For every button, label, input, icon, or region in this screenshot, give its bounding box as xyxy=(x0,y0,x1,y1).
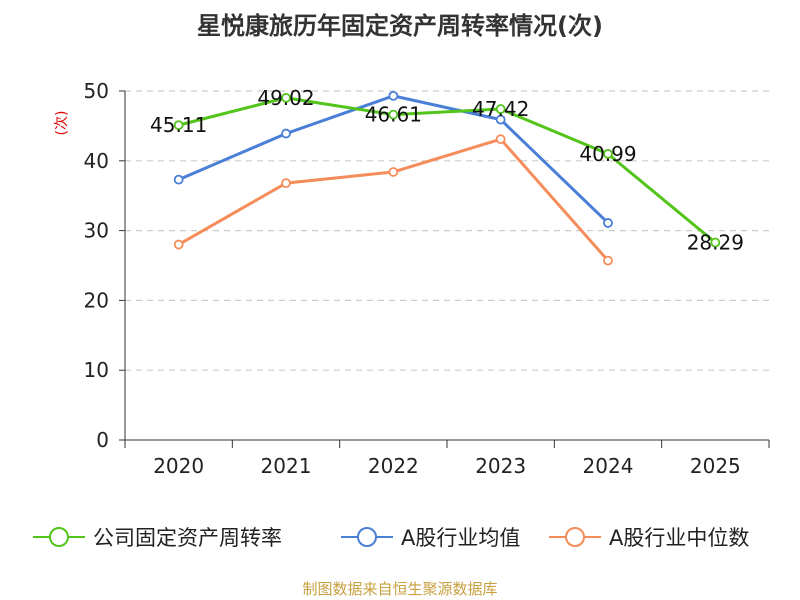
x-tick-label: 2022 xyxy=(368,454,419,478)
data-point[interactable] xyxy=(281,128,291,139)
legend-marker xyxy=(357,527,377,547)
series-0 xyxy=(173,92,721,248)
data-point[interactable] xyxy=(495,104,506,114)
y-tick-label: 50 xyxy=(84,79,109,103)
legend-marker xyxy=(565,527,585,547)
legend: 公司固定资产周转率 A股行业均值 A股行业中位数 xyxy=(33,526,749,550)
grid-layer xyxy=(125,90,769,371)
data-point[interactable] xyxy=(603,148,613,159)
data-point[interactable] xyxy=(710,237,721,248)
series-1 xyxy=(173,90,613,228)
y-tick-label: 10 xyxy=(84,358,109,382)
data-point[interactable] xyxy=(388,167,399,177)
data-point[interactable] xyxy=(603,218,613,228)
data-label: 45.11 xyxy=(150,113,207,137)
data-point[interactable] xyxy=(495,114,506,125)
data-label: 46.61 xyxy=(365,103,422,127)
legend-label: A股行业均值 xyxy=(401,526,520,550)
series-line xyxy=(177,137,610,262)
legend-marker xyxy=(49,527,69,547)
data-label: 40.99 xyxy=(579,142,636,166)
y-tick-label: 40 xyxy=(84,149,109,173)
legend-label: 公司固定资产周转率 xyxy=(93,526,282,550)
legend-item[interactable]: A股行业均值 xyxy=(341,526,520,550)
x-tick-label: 2021 xyxy=(261,454,312,478)
data-label: 49.02 xyxy=(257,86,314,110)
legend-label: A股行业中位数 xyxy=(609,526,749,550)
data-point[interactable] xyxy=(603,255,613,266)
x-tick-label: 2024 xyxy=(583,454,634,478)
y-tick-label: 20 xyxy=(84,288,109,312)
data-label: 47.42 xyxy=(472,97,529,121)
y-axis-label: (次) xyxy=(54,111,70,136)
data-point[interactable] xyxy=(173,174,184,185)
data-point[interactable] xyxy=(281,178,291,189)
series-2 xyxy=(173,134,613,266)
x-tick-label: 2020 xyxy=(153,454,204,478)
data-point[interactable] xyxy=(281,92,291,103)
axis-layer: 0 10 20 30 40 50 2020 2021 2022 2023 2024 2025 xyxy=(84,79,770,478)
source-note: 制图数据来自恒生聚源数据库 xyxy=(302,580,497,598)
data-point[interactable] xyxy=(388,90,399,101)
data-point[interactable] xyxy=(173,120,184,131)
chart-title: 星悦康旅历年固定资产周转率情况(次) xyxy=(197,12,603,40)
data-label-layer: 45.11 49.02 46.61 47.42 40.99 28.29 xyxy=(150,86,744,255)
legend-item[interactable]: 公司固定资产周转率 xyxy=(33,526,282,550)
x-tick-label: 2023 xyxy=(475,454,526,478)
data-label: 28.29 xyxy=(687,231,744,255)
data-point[interactable] xyxy=(388,109,399,120)
data-point[interactable] xyxy=(495,134,506,145)
legend-item[interactable]: A股行业中位数 xyxy=(549,526,749,550)
series-line xyxy=(178,96,717,244)
x-tick-label: 2025 xyxy=(690,454,741,478)
y-tick-label: 30 xyxy=(84,219,109,243)
y-tick-label: 0 xyxy=(96,428,109,452)
series-layer xyxy=(173,90,721,266)
data-point[interactable] xyxy=(173,239,184,250)
